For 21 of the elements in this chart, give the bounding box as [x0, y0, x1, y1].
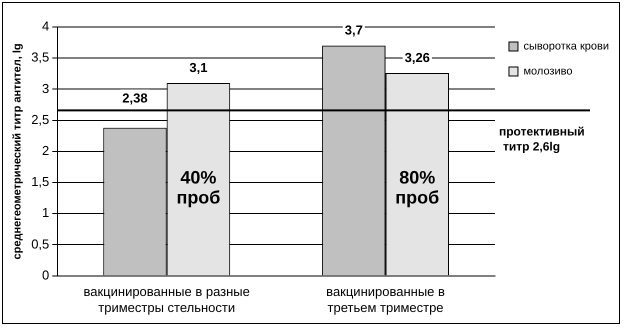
y-tick-label: 2 — [42, 142, 50, 158]
data-label: 3,7 — [344, 22, 363, 38]
x-tick-label: вакцинированные в разные триместры стельности — [84, 284, 250, 315]
y-tick-label: 0 — [42, 267, 50, 282]
data-label: 3,1 — [189, 60, 208, 76]
data-label: 3,26 — [404, 50, 430, 66]
y-tick-label: 3,5 — [31, 50, 50, 65]
y-tick-label: 0,5 — [31, 236, 50, 252]
annotation: 80% проб — [395, 168, 440, 208]
ref-line-label: протективный титр 2,6lg — [498, 124, 585, 154]
legend-label: сыворотка крови — [523, 40, 610, 53]
y-tick-label: 2,5 — [31, 112, 50, 127]
y-axis-title: среднегеометрический титр антител, lg — [12, 43, 24, 260]
data-label: 2,38 — [122, 90, 148, 106]
y-tick-label: 1 — [42, 205, 50, 220]
x-tick-label: вакцинированные в третьем триместре — [326, 284, 445, 315]
legend-label: молозиво — [523, 66, 572, 78]
y-tick-label: 3 — [42, 80, 50, 96]
annotation: 40% проб — [176, 168, 220, 208]
y-tick-label: 1,5 — [31, 174, 50, 190]
y-tick-label: 4 — [42, 18, 50, 34]
